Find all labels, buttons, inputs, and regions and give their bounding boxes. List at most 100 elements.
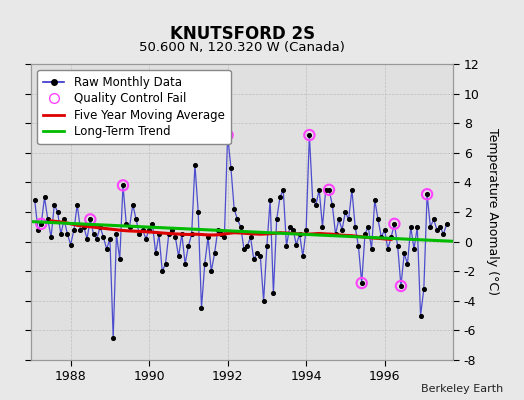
Y-axis label: Temperature Anomaly (°C): Temperature Anomaly (°C) xyxy=(486,128,499,296)
Point xyxy=(73,201,81,208)
Point xyxy=(181,261,189,267)
Point xyxy=(80,224,88,230)
Point xyxy=(188,231,196,237)
Point xyxy=(400,250,408,257)
Point xyxy=(397,283,405,289)
Point xyxy=(344,216,353,222)
Point xyxy=(240,246,248,252)
Point xyxy=(263,243,271,249)
Point xyxy=(256,253,265,260)
Point xyxy=(286,224,294,230)
Point xyxy=(348,186,356,193)
Point xyxy=(302,226,310,233)
Point xyxy=(158,268,167,274)
Point xyxy=(112,231,121,237)
Point xyxy=(322,186,330,193)
Point xyxy=(272,216,281,222)
Point xyxy=(67,241,75,248)
Point xyxy=(384,246,392,252)
Point xyxy=(410,246,418,252)
Point xyxy=(236,224,245,230)
Point xyxy=(436,224,444,230)
Point xyxy=(50,201,59,208)
Point xyxy=(53,209,62,215)
Point xyxy=(423,191,431,198)
Point xyxy=(364,224,373,230)
Point xyxy=(289,226,297,233)
Point xyxy=(433,226,441,233)
Point xyxy=(141,236,150,242)
Point xyxy=(125,224,134,230)
Point xyxy=(390,221,399,227)
Point xyxy=(201,261,209,267)
Text: 50.600 N, 120.320 W (Canada): 50.600 N, 120.320 W (Canada) xyxy=(139,41,345,54)
Point xyxy=(204,234,212,240)
Point xyxy=(90,231,98,237)
Point xyxy=(279,186,288,193)
Point xyxy=(210,250,219,257)
Point xyxy=(155,231,163,237)
Point xyxy=(184,243,193,249)
Point xyxy=(361,231,369,237)
Point xyxy=(328,201,336,208)
Point xyxy=(194,209,202,215)
Point xyxy=(171,234,180,240)
Point xyxy=(37,221,46,227)
Point xyxy=(70,226,78,233)
Point xyxy=(325,186,333,193)
Point xyxy=(312,201,320,208)
Title: KNUTSFORD 2S: KNUTSFORD 2S xyxy=(170,25,315,43)
Point xyxy=(318,224,326,230)
Point xyxy=(119,182,127,188)
Point xyxy=(220,234,228,240)
Point xyxy=(174,253,183,260)
Point xyxy=(197,305,205,311)
Point xyxy=(30,197,39,203)
Point xyxy=(259,298,268,304)
Point xyxy=(230,206,238,212)
Point xyxy=(331,231,340,237)
Point xyxy=(266,197,275,203)
Point xyxy=(439,231,447,237)
Point xyxy=(122,221,130,227)
Point xyxy=(397,283,405,289)
Point xyxy=(119,182,127,188)
Point xyxy=(138,226,147,233)
Point xyxy=(253,250,261,257)
Point xyxy=(325,186,333,193)
Point xyxy=(269,290,278,297)
Point xyxy=(161,261,170,267)
Point xyxy=(315,186,323,193)
Point xyxy=(37,221,46,227)
Point xyxy=(296,231,304,237)
Point xyxy=(63,231,72,237)
Point xyxy=(86,216,94,222)
Point xyxy=(191,162,199,168)
Point xyxy=(148,221,157,227)
Point xyxy=(34,226,42,233)
Point xyxy=(309,197,317,203)
Point xyxy=(60,216,68,222)
Point xyxy=(233,216,242,222)
Point xyxy=(223,132,232,138)
Point xyxy=(380,226,389,233)
Point xyxy=(394,243,402,249)
Point xyxy=(390,221,399,227)
Point xyxy=(292,241,300,248)
Point xyxy=(335,216,343,222)
Point xyxy=(207,268,215,274)
Point xyxy=(93,236,101,242)
Point xyxy=(83,236,91,242)
Text: Berkeley Earth: Berkeley Earth xyxy=(421,384,503,394)
Point xyxy=(86,216,94,222)
Point xyxy=(145,226,154,233)
Point xyxy=(443,221,451,227)
Point xyxy=(367,246,376,252)
Point xyxy=(374,216,382,222)
Point xyxy=(47,234,55,240)
Point xyxy=(249,256,258,262)
Point xyxy=(168,226,176,233)
Point xyxy=(299,253,307,260)
Point xyxy=(282,243,291,249)
Point xyxy=(128,201,137,208)
